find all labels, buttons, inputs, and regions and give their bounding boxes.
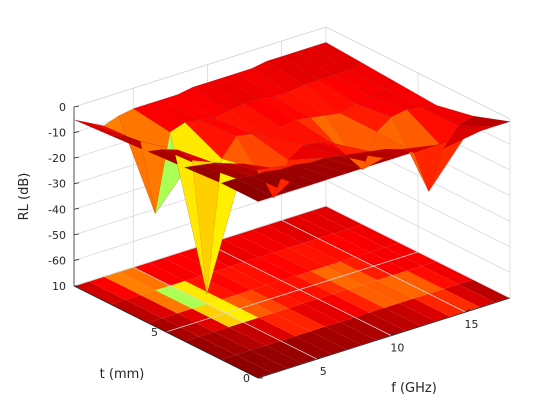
floor-cell [303, 238, 356, 262]
z-tick-label: -30 [48, 178, 66, 191]
floor-cell [296, 210, 348, 234]
x-tick-label: 10 [390, 342, 404, 355]
floor-cell [362, 280, 414, 304]
floor-cell [288, 243, 341, 267]
floor-cell [155, 285, 207, 309]
floor-cell [339, 317, 392, 341]
floor-cell [310, 326, 362, 350]
floor-cell [199, 271, 252, 295]
z-tick-mark [73, 233, 80, 236]
floor-cell [265, 340, 318, 364]
z-tick-label: 0 [59, 101, 66, 114]
floor-cell [140, 290, 193, 314]
floor-cell [428, 289, 481, 313]
floor-cell [214, 327, 266, 351]
floor-cell [243, 317, 296, 341]
surface-cell [420, 105, 474, 126]
floor-cell [324, 321, 377, 346]
floor-cell [170, 280, 222, 304]
floor-cell [302, 298, 355, 322]
rl-surface [73, 42, 511, 294]
floor-cell [384, 303, 436, 327]
y-axis-label: t (mm) [100, 367, 145, 382]
x-tick-label: 15 [465, 318, 479, 331]
floor-cell [244, 257, 296, 281]
floor-cell [413, 293, 466, 317]
floor-cell [318, 233, 370, 257]
z-tick-label: -10 [48, 127, 66, 140]
floor-cell [222, 234, 274, 258]
z-tick-mark [73, 156, 80, 159]
z-tick-mark [73, 105, 80, 108]
floor-cell [125, 294, 178, 319]
floor-cell [103, 271, 156, 295]
z-tick-label: -20 [48, 152, 66, 165]
floor-cell [281, 215, 334, 239]
floor-cell [88, 276, 141, 300]
floor-cell [237, 229, 289, 253]
floor-cell [317, 294, 370, 318]
floor-cell [199, 331, 251, 355]
floor-cell [391, 270, 444, 294]
floor-cell [251, 224, 304, 248]
z-tick-mark [73, 182, 80, 185]
floor-cell [266, 220, 319, 244]
floor-cell [273, 308, 325, 332]
floor-cell [311, 206, 363, 230]
floor-cell [250, 345, 303, 369]
x-tick-mark [465, 308, 470, 313]
floor-cell [295, 331, 347, 355]
z-tick-mark [73, 259, 80, 261]
floor-cell [443, 284, 496, 308]
floor-cell [399, 298, 451, 322]
floor-cell [228, 322, 281, 346]
x-tick-mark [391, 332, 396, 336]
floor-cell [288, 303, 340, 327]
floor-cell [280, 336, 333, 360]
floor-cell [406, 265, 459, 290]
floor-cell [133, 262, 185, 286]
contour-projection-floor [74, 206, 510, 378]
floor-cell [259, 252, 311, 276]
floor-cell [221, 354, 273, 378]
y-tick-label: 0 [243, 372, 250, 385]
surface-cell [457, 115, 511, 127]
z-tick-label: -60 [48, 254, 66, 267]
floor-cell [258, 312, 311, 337]
floor-cell [458, 279, 510, 303]
floor-cell [184, 336, 237, 360]
floor-cell [377, 275, 429, 299]
x-axis-line [257, 297, 511, 379]
floor-cell [184, 276, 237, 300]
floor-cell [354, 312, 407, 336]
y-tick-label: 10 [52, 280, 66, 293]
axis-ticks: 5 10 15 0 5 10 0 -10 -20 -30 -40 -50 -60 [48, 101, 511, 385]
floor-cell [421, 261, 474, 285]
floor-cell [333, 229, 385, 253]
floor-cell [236, 350, 288, 374]
floor-cell [74, 281, 126, 305]
x-axis-label: f (GHz) [391, 381, 437, 396]
floor-cell [347, 224, 400, 248]
floor-cell [148, 257, 200, 281]
floor-cell [229, 262, 282, 286]
z-axis-label: RL (dB) [17, 173, 32, 221]
floor-cell [347, 284, 400, 308]
floor-cell [332, 289, 385, 313]
x-tick-label: 5 [320, 365, 327, 378]
floor-cell [118, 267, 171, 291]
surface-cell [347, 63, 401, 90]
x-tick-mark [317, 355, 322, 360]
z-tick-mark [73, 207, 80, 210]
z-tick-mark [73, 131, 80, 133]
floor-cell [214, 266, 267, 290]
floor-cell [273, 247, 326, 272]
floor-cell [110, 299, 163, 323]
y-tick-label: 5 [151, 326, 158, 339]
floor-cell [369, 307, 422, 331]
z-tick-label: -40 [48, 203, 66, 216]
z-tick-label: -50 [48, 229, 66, 242]
